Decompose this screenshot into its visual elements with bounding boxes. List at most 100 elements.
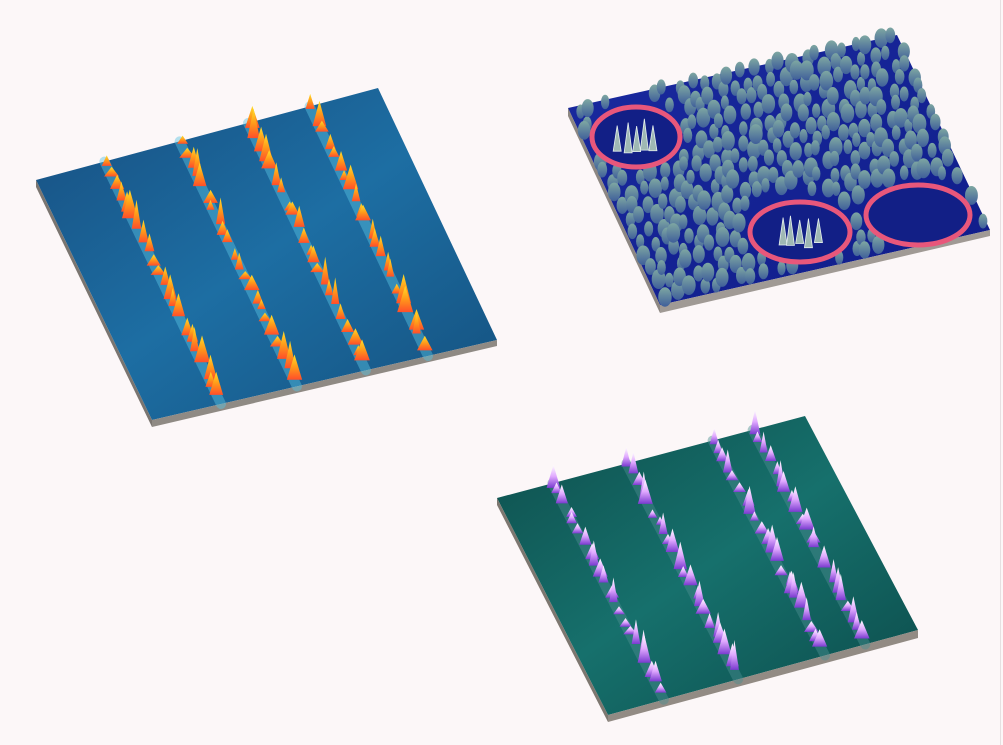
crater-spikes [612, 118, 823, 249]
surface-nodule [789, 142, 802, 161]
teal-stripe-afm-panel [497, 409, 918, 722]
surface-nodule [851, 36, 861, 52]
surface-peak [683, 564, 698, 586]
surface-peak [375, 235, 386, 257]
surface-peak [238, 271, 253, 280]
surface-nodule [656, 79, 666, 95]
surface-nodule [772, 138, 782, 153]
surface-nodule [581, 99, 594, 118]
surface-peak [716, 447, 729, 462]
surface-nodule [803, 91, 812, 107]
surface-peak [729, 640, 739, 670]
surface-nodule [799, 60, 814, 81]
crater-ring [863, 182, 973, 248]
surface-nodule [910, 143, 923, 162]
surface-nodule [703, 234, 715, 251]
surface-peak [215, 197, 226, 225]
surface-nodule [681, 275, 696, 295]
surface-nodule [856, 76, 866, 92]
surface-peak [298, 227, 310, 243]
surface-nodule [739, 121, 748, 136]
surface-nodule [746, 87, 757, 104]
surface-nodule [635, 169, 645, 185]
surface-peak [566, 506, 577, 517]
surface-peak [339, 170, 349, 181]
surface-nodule [738, 135, 749, 152]
surface-nodule [737, 237, 749, 255]
surface-nodule [789, 122, 800, 139]
surface-nodule [899, 86, 909, 102]
surface-nodule [691, 155, 702, 172]
surface-peak [812, 629, 828, 647]
crater-spike [795, 219, 805, 244]
surface-nodule [870, 168, 884, 188]
surface-nodule [699, 163, 712, 182]
surface-peak [759, 431, 768, 453]
surface-nodule [753, 101, 764, 118]
surface-nodule [858, 241, 871, 259]
surface-peak [397, 285, 414, 313]
crater-spike [785, 215, 795, 246]
surface-peak [150, 265, 166, 275]
surface-nodule [810, 140, 820, 156]
surface-peak [286, 354, 303, 380]
surface-peak [234, 252, 244, 270]
surface-peak [571, 523, 584, 534]
surface-nodule [730, 148, 740, 164]
surface-peak [177, 135, 189, 144]
crater-spike [612, 125, 622, 152]
surface-nodule [718, 81, 729, 98]
surface-nodule [701, 86, 714, 105]
surface-peak [743, 485, 756, 514]
surface-nodule [916, 158, 931, 179]
surface-peak [798, 507, 815, 530]
surface-peak [310, 262, 325, 273]
surface-nodule [840, 103, 855, 123]
surface-peak [312, 100, 327, 127]
surface-peak [264, 314, 280, 335]
surface-peak [749, 511, 759, 521]
surface-nodule [809, 44, 819, 61]
surface-peak [723, 449, 733, 473]
navy-surface-side [660, 230, 990, 313]
surface-nodule [777, 261, 786, 276]
surface-peak [802, 597, 812, 621]
surface-nodule [706, 207, 719, 226]
surface-nodule [916, 128, 929, 148]
crater-spike [623, 122, 633, 154]
surface-nodule [821, 125, 830, 140]
surface-nodule [837, 191, 851, 211]
surface-nodule [709, 123, 719, 140]
surface-peak [101, 155, 112, 166]
surface-nodule [850, 163, 861, 180]
surface-peak [315, 120, 329, 132]
surface-nodule [642, 196, 654, 214]
surface-nodule [799, 129, 808, 144]
surface-peak [829, 559, 839, 583]
surface-nodule [748, 124, 763, 144]
surface-nodule [748, 58, 760, 76]
surface-peak [277, 330, 291, 359]
teal-surface-top [497, 416, 918, 715]
crater-spike [632, 126, 642, 153]
surface-peak [216, 220, 229, 235]
surface-nodule [872, 235, 885, 254]
surface-nodule [876, 99, 887, 115]
surface-peak [277, 177, 286, 193]
surface-peak [334, 151, 348, 171]
surface-nodule [894, 107, 908, 128]
surface-nodule [833, 66, 843, 83]
surface-peak [222, 229, 233, 243]
surface-nodule [732, 197, 743, 214]
surface-nodule [881, 138, 895, 158]
surface-nodule [736, 266, 748, 285]
surface-nodule [747, 155, 758, 172]
surface-peak [613, 606, 625, 615]
surface-nodule [650, 204, 664, 224]
surface-nodule [740, 103, 751, 120]
surface-nodule [897, 42, 910, 61]
surface-nodule [789, 79, 799, 95]
surface-nodule [680, 180, 694, 200]
surface-nodule [830, 167, 840, 183]
surface-peak [121, 189, 138, 219]
